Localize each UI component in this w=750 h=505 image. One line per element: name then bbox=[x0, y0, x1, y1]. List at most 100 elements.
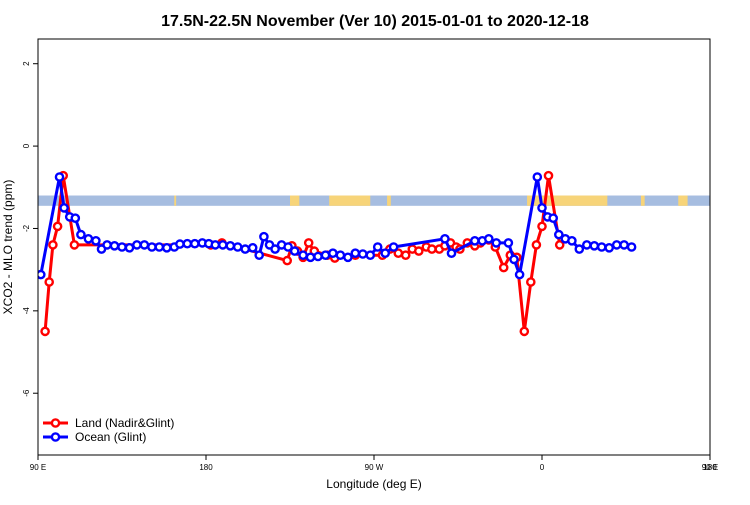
data-point-ocean bbox=[76, 229, 86, 240]
surface-strip-land bbox=[290, 195, 300, 206]
data-point-land bbox=[69, 240, 80, 250]
data-point-ocean bbox=[372, 242, 383, 252]
data-point-ocean bbox=[109, 240, 120, 251]
y-tick-label: -2 bbox=[22, 224, 31, 232]
x-tick-label: 90 W bbox=[365, 463, 384, 472]
data-point-ocean bbox=[38, 269, 46, 280]
legend-marker-land bbox=[50, 418, 61, 428]
data-point-ocean bbox=[357, 249, 368, 259]
data-point-ocean bbox=[335, 250, 346, 260]
data-point-land bbox=[498, 262, 509, 273]
surface-strip-land bbox=[527, 195, 608, 206]
surface-strip-land bbox=[174, 195, 177, 206]
data-point-ocean bbox=[554, 229, 564, 240]
data-point-land bbox=[531, 240, 542, 250]
data-point-ocean bbox=[365, 250, 376, 260]
y-tick-label: -6 bbox=[22, 389, 31, 397]
x-tick-label: 90 E bbox=[702, 463, 718, 472]
legend-marker-ocean bbox=[50, 432, 61, 442]
y-axis-label: XCO2 - MLO trend (ppm) bbox=[1, 180, 15, 315]
data-point-ocean bbox=[147, 242, 157, 252]
data-point-land bbox=[554, 240, 565, 250]
surface-strip-land bbox=[640, 195, 645, 206]
chart-title: 17.5N-22.5N November (Ver 10) 2015-01-01… bbox=[161, 13, 589, 30]
data-point-ocean bbox=[232, 242, 243, 252]
data-point-ocean bbox=[313, 251, 323, 262]
data-point-ocean bbox=[247, 242, 258, 253]
data-point-ocean bbox=[446, 248, 457, 258]
legend: Land (Nadir&Glint)Ocean (Glint) bbox=[43, 416, 174, 444]
x-axis-label: Longitude (deg E) bbox=[326, 477, 421, 491]
data-point-ocean bbox=[175, 239, 185, 249]
data-point-ocean bbox=[537, 203, 547, 213]
data-point-land bbox=[537, 221, 547, 232]
data-point-ocean bbox=[259, 231, 269, 242]
x-tick-label: 180 bbox=[199, 463, 213, 472]
data-point-land bbox=[427, 244, 437, 254]
data-point-ocean bbox=[574, 244, 585, 254]
data-point-ocean bbox=[283, 242, 293, 252]
data-point-ocean bbox=[91, 235, 101, 246]
x-tick-label: 180 bbox=[703, 463, 717, 472]
data-point-ocean bbox=[514, 269, 525, 280]
data-point-ocean bbox=[270, 244, 280, 254]
surface-strip-ocean bbox=[38, 195, 710, 206]
data-point-ocean bbox=[596, 242, 607, 252]
data-point-ocean bbox=[567, 235, 577, 246]
data-point-land bbox=[303, 238, 314, 248]
data-point-land bbox=[40, 326, 50, 337]
data-point-ocean bbox=[619, 240, 629, 250]
data-point-ocean bbox=[469, 235, 480, 246]
data-point-land bbox=[44, 277, 55, 287]
data-point-ocean bbox=[132, 240, 142, 250]
legend-label-land: Land (Nadir&Glint) bbox=[75, 416, 174, 430]
data-point-ocean bbox=[217, 240, 228, 250]
data-point-ocean bbox=[189, 238, 200, 249]
data-point-ocean bbox=[289, 246, 300, 256]
data-point-ocean bbox=[388, 242, 399, 252]
data-point-ocean bbox=[328, 248, 338, 258]
data-point-ocean bbox=[491, 238, 502, 248]
data-point-ocean bbox=[83, 233, 94, 244]
data-point-land bbox=[413, 246, 424, 256]
x-tick-label: 90 E bbox=[30, 463, 46, 472]
data-point-ocean bbox=[70, 213, 81, 223]
data-point-ocean bbox=[210, 240, 221, 250]
data-point-ocean bbox=[604, 242, 615, 253]
data-point-ocean bbox=[124, 242, 135, 253]
data-point-ocean bbox=[161, 242, 172, 253]
x-tick-label: 0 bbox=[540, 463, 545, 472]
data-point-ocean bbox=[54, 172, 65, 182]
data-point-ocean bbox=[611, 240, 622, 250]
y-tick-label: 0 bbox=[22, 143, 31, 148]
data-point-ocean bbox=[532, 172, 543, 182]
data-point-ocean bbox=[139, 240, 150, 250]
surface-strip-land bbox=[329, 195, 371, 206]
legend-label-ocean: Ocean (Glint) bbox=[75, 430, 146, 444]
data-point-ocean bbox=[102, 240, 112, 250]
data-point-ocean bbox=[509, 254, 519, 265]
data-point-ocean bbox=[59, 203, 69, 213]
data-point-land bbox=[400, 250, 411, 260]
data-point-ocean bbox=[343, 252, 353, 263]
data-point-ocean bbox=[582, 240, 592, 250]
y-tick-label: 2 bbox=[22, 61, 31, 66]
data-point-ocean bbox=[626, 242, 637, 252]
data-point-ocean bbox=[117, 242, 127, 252]
data-point-ocean bbox=[589, 240, 600, 251]
data-point-land bbox=[48, 240, 58, 250]
data-point-ocean bbox=[225, 240, 236, 251]
data-point-ocean bbox=[240, 244, 250, 254]
data-point-ocean bbox=[305, 252, 316, 263]
surface-strip-land bbox=[387, 195, 391, 206]
data-point-ocean bbox=[320, 250, 331, 260]
data-point-ocean bbox=[298, 250, 308, 260]
data-point-ocean bbox=[440, 233, 450, 244]
y-tick-label: -4 bbox=[22, 307, 31, 315]
data-point-land bbox=[543, 170, 554, 181]
data-point-ocean bbox=[350, 248, 361, 258]
surface-strip-land bbox=[678, 195, 688, 206]
data-point-ocean bbox=[483, 233, 494, 244]
